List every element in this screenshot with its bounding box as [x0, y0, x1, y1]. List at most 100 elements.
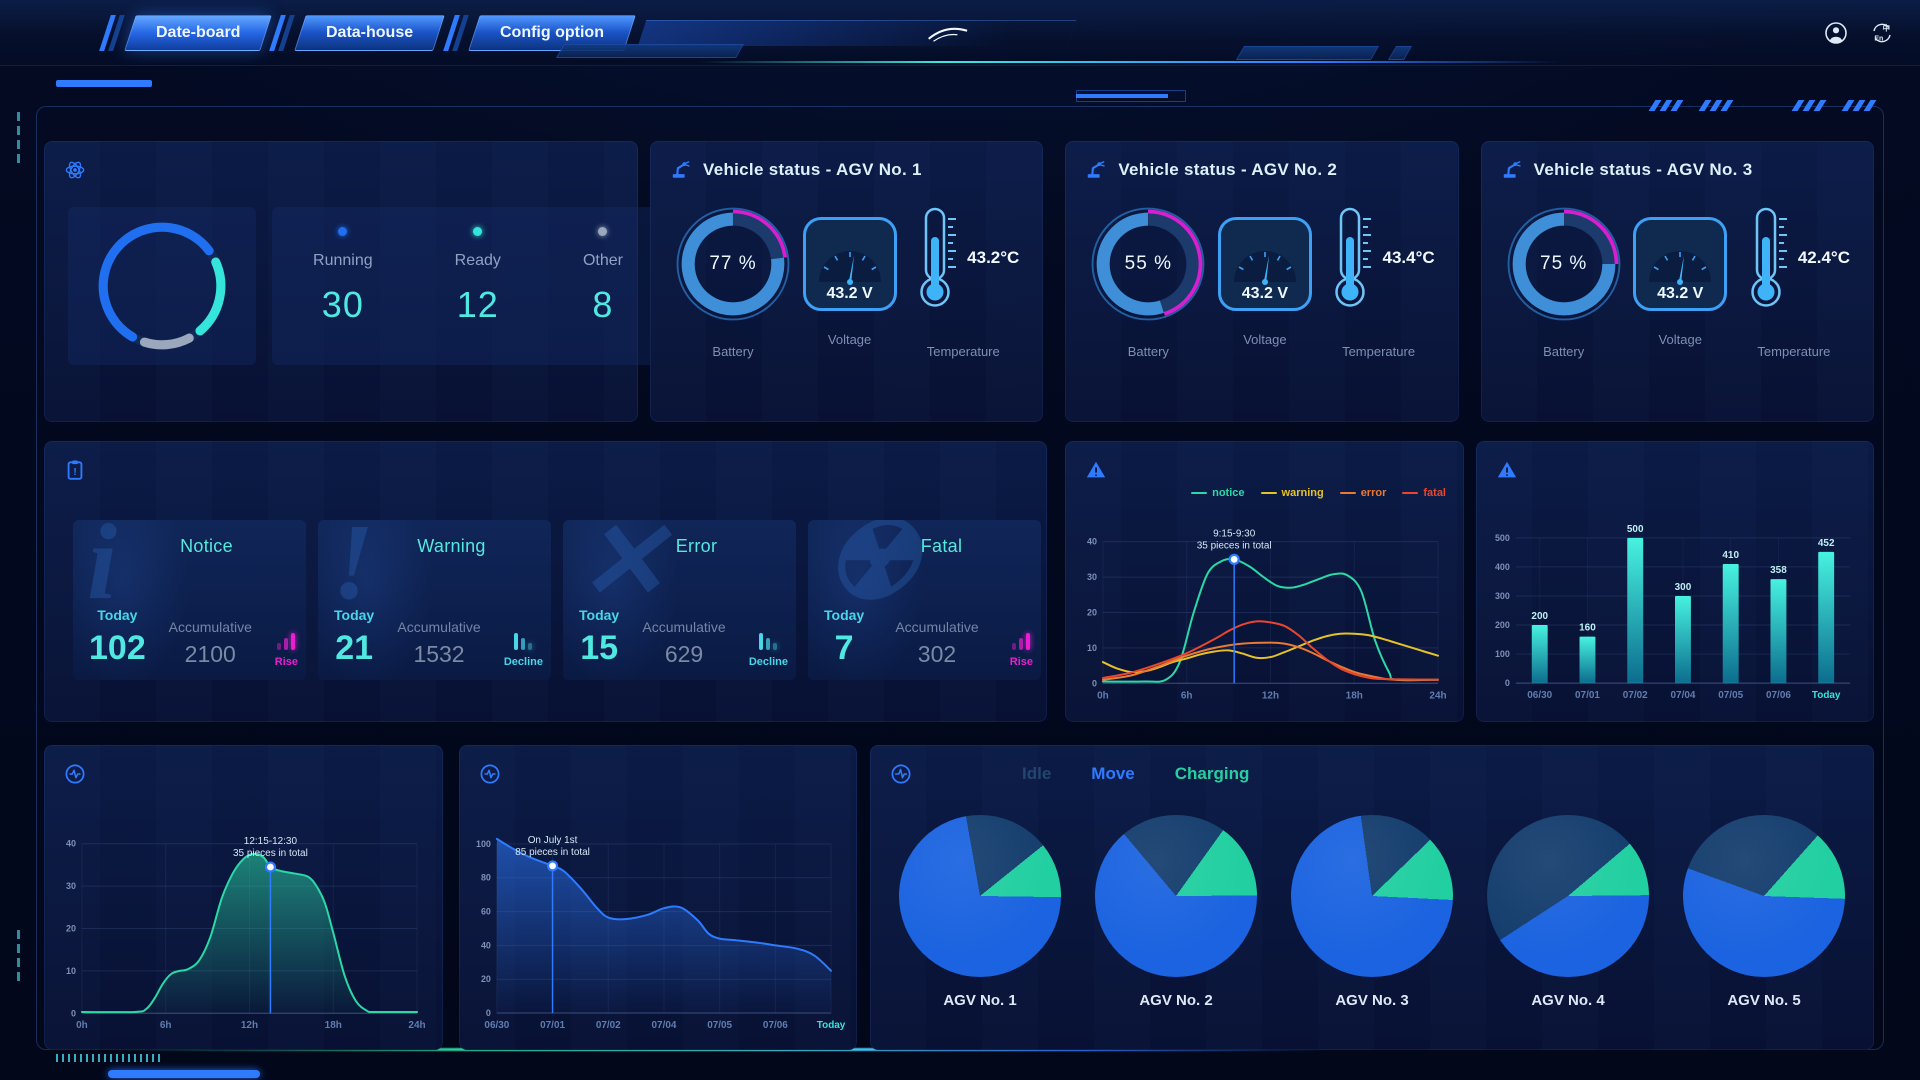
pie-chart: [1291, 815, 1453, 977]
svg-text:300: 300: [1675, 582, 1692, 593]
svg-text:07/06: 07/06: [763, 1020, 788, 1031]
svg-text:35 pieces in total: 35 pieces in total: [233, 848, 308, 859]
today-label: Today: [579, 607, 620, 623]
svg-text:12h: 12h: [241, 1020, 258, 1031]
battery-label: Battery: [1127, 344, 1169, 359]
all-agv-donut-card: [68, 207, 256, 365]
svg-text:358: 358: [1770, 565, 1787, 576]
svg-text:0: 0: [1092, 678, 1097, 688]
task-7day-svg: 0 20 40 60 80 100 06/30 07/01 07/02 07/04 07/05 07/…: [476, 835, 846, 1031]
tab-label: Config option: [499, 24, 604, 41]
svg-text:6h: 6h: [160, 1020, 172, 1031]
operation-legend-idle[interactable]: Idle: [1022, 764, 1052, 783]
decoration-slashes: [1791, 100, 1827, 111]
svg-text:07/05: 07/05: [707, 1020, 732, 1031]
svg-text:500: 500: [1495, 533, 1510, 543]
voltage-indicator: 43.2 V Voltage: [1633, 205, 1728, 347]
anomaly-today-chart: 0 10 20 30 40 0h 6h 12h 18h 24h 9:15-9:30 35 pieces…: [1077, 509, 1452, 710]
svg-text:40: 40: [1087, 537, 1097, 547]
svg-text:24h: 24h: [1429, 690, 1446, 701]
agv-status-card: Running 30 Ready 12 Other 8: [272, 207, 664, 365]
voltage-label: Voltage: [1243, 332, 1287, 347]
svg-text:12:15-12:30: 12:15-12:30: [244, 836, 298, 847]
header-decoration: [555, 44, 745, 58]
legend-swatch: [1402, 492, 1419, 494]
decoration-line: [1076, 94, 1168, 98]
decoration-progress-bar: [108, 1070, 260, 1078]
task-today-chart: 0 10 20 30 40 0h 6h 12h 18h 24h 12:15-12:30 35 piec…: [56, 813, 431, 1038]
decoration-slashes: [1841, 100, 1877, 111]
pie-chart: [899, 815, 1061, 977]
svg-text:40: 40: [481, 940, 491, 950]
trend-indicator: Rise: [1010, 632, 1033, 668]
trend-bars-icon: [277, 632, 296, 650]
temperature-indicator: 42.4°C Temperature: [1738, 205, 1850, 359]
battery-ring: [1091, 207, 1205, 321]
anomaly-legend: notice warning error fatal: [1191, 487, 1446, 499]
svg-text:30: 30: [1087, 572, 1097, 582]
svg-text:En: En: [1874, 36, 1883, 43]
operation-legend-move[interactable]: Move: [1091, 764, 1135, 783]
today-stat: Today 15: [579, 607, 619, 668]
status-dot: [338, 227, 348, 236]
accumulative-label: Accumulative: [642, 619, 726, 635]
svg-text:200: 200: [1495, 620, 1510, 630]
svg-text:40: 40: [66, 839, 76, 849]
tab-date-board[interactable]: Date-board: [124, 15, 273, 51]
pie-label: AGV No. 2: [1139, 992, 1213, 1009]
battery-ring: [1507, 207, 1621, 321]
operation-legend-charging[interactable]: Charging: [1174, 764, 1250, 783]
thermometer: [920, 207, 957, 307]
trend-label: Decline: [503, 656, 543, 668]
thermometer: [1751, 207, 1787, 307]
today-value: 7: [834, 629, 854, 667]
pie-label: AGV No. 4: [1531, 992, 1605, 1009]
trend-indicator: Rise: [275, 632, 298, 668]
svg-text:0: 0: [1505, 678, 1510, 688]
svg-text:07/02: 07/02: [596, 1020, 621, 1031]
accumulative-stat: Accumulative 302: [895, 619, 978, 668]
svg-text:400: 400: [1495, 562, 1510, 572]
pie-chart: [1683, 815, 1845, 977]
svg-text:18h: 18h: [1346, 690, 1363, 701]
anomaly-7day-svg: 0 100 200 300 400 500 200 06/30 160 07/01 500 07/02…: [1495, 524, 1851, 701]
user-icon[interactable]: [1824, 21, 1848, 45]
trend-bars-icon: [759, 632, 778, 650]
decoration-bar: [56, 80, 152, 87]
warning-watermark-icon: !: [332, 520, 375, 622]
top-header: Date-board Data-house Config option 中 En: [0, 0, 1920, 66]
temperature-indicator: 43.4°C Temperature: [1322, 205, 1435, 359]
notice-watermark-icon: i: [87, 520, 118, 622]
svg-text:0h: 0h: [1097, 690, 1109, 701]
tab-tail-decoration: [637, 20, 1076, 46]
status-label: Running: [313, 252, 373, 269]
svg-text:07/01: 07/01: [1575, 690, 1600, 701]
today-value: 102: [89, 629, 146, 667]
svg-text:160: 160: [1579, 623, 1596, 634]
vehicle-status-panel-3: Vehicle status - AGV No. 3 75 % Battery …: [1480, 141, 1874, 422]
pie-chart: [1487, 815, 1649, 977]
trend-bars-icon: [514, 632, 533, 650]
tab-separator: [268, 15, 300, 51]
task-statistics-7day-panel: 0 20 40 60 80 100 06/30 07/01 07/02 07/04 07/05 07/…: [459, 745, 857, 1050]
status-label: Other: [582, 252, 623, 269]
svg-text:100: 100: [1495, 649, 1510, 659]
today-value: 21: [335, 629, 374, 667]
tab-separator: [441, 15, 473, 51]
legend-swatch: [1191, 492, 1208, 494]
vehicle-status-panel-1: Vehicle status - AGV No. 1 77 % Battery …: [650, 141, 1044, 422]
card-title: Fatal: [920, 536, 963, 556]
tab-label: Date-board: [156, 24, 241, 41]
temperature-value: 43.2°C: [967, 248, 1020, 267]
battery-label: Battery: [712, 344, 754, 359]
battery-ring: [676, 207, 790, 321]
run-status-running: Running 30: [313, 227, 373, 365]
decoration-ruler: [56, 1054, 160, 1062]
svg-text:300: 300: [1495, 591, 1510, 601]
language-toggle-icon[interactable]: 中 En: [1870, 21, 1894, 45]
task-statistics-today-panel: 0 10 20 30 40 0h 6h 12h 18h 24h 12:15-12:30 35 piec…: [44, 745, 443, 1050]
tab-data-house[interactable]: Data-house: [294, 15, 446, 51]
accumulative-value: 302: [917, 641, 957, 667]
